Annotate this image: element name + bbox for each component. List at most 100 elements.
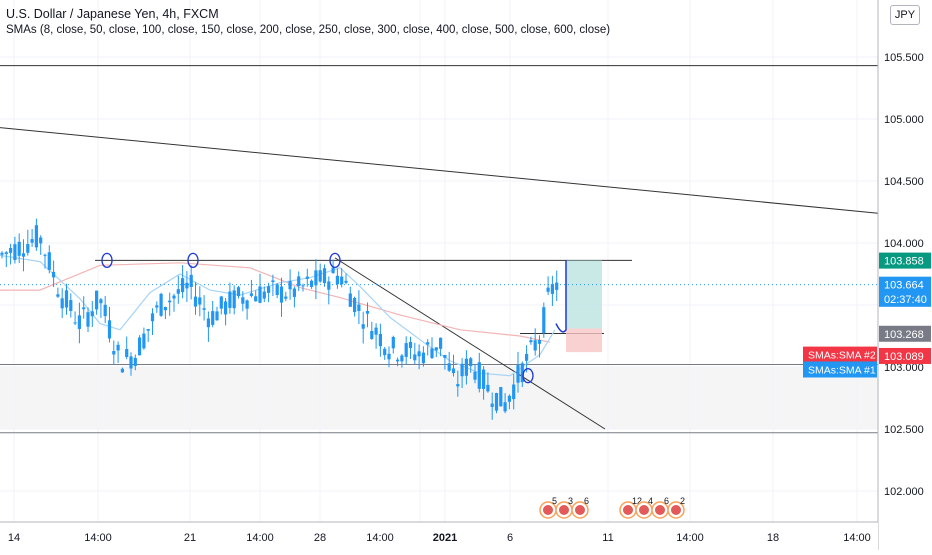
annotation-circle [187, 252, 199, 269]
price-label: 02:37:40 [884, 294, 927, 306]
price-label-bg [879, 325, 931, 342]
event-flag-dot [575, 505, 585, 515]
event-count: 12 [632, 496, 642, 506]
candle-body [267, 286, 271, 293]
candle-body [271, 280, 275, 283]
candle-body [219, 296, 223, 309]
event-count: 2 [680, 496, 685, 506]
candle-body [172, 295, 176, 299]
candle-body [56, 294, 60, 297]
candle-body [469, 358, 473, 367]
candle-body [443, 355, 447, 358]
candle-body [69, 300, 73, 311]
x-tick-label: 11 [602, 532, 613, 544]
x-tick-label: 14:00 [366, 532, 394, 544]
candle-body [284, 296, 288, 299]
candle-body [550, 284, 554, 294]
candle-body [335, 275, 339, 285]
price-label: 103.268 [884, 329, 924, 341]
candle-body [426, 342, 430, 345]
annotation-arrow [555, 260, 567, 333]
candle-body [77, 315, 81, 329]
candle-body [430, 348, 434, 358]
candle-body [357, 304, 361, 311]
time-axis-bg [0, 522, 878, 550]
candle-body [103, 304, 107, 317]
candle-body [107, 320, 112, 339]
candle-body [129, 356, 133, 369]
candle-body [327, 281, 331, 290]
candle-body [120, 368, 124, 373]
candle-body [499, 387, 503, 407]
candle-body [400, 355, 404, 362]
candle-body [482, 369, 486, 389]
x-tick-label: 28 [314, 532, 326, 544]
candle-body [206, 318, 210, 328]
candle-body [198, 297, 202, 305]
event-flag-dot [559, 505, 569, 515]
candle-body [249, 293, 253, 296]
y-tick-label: 102.500 [884, 424, 924, 436]
sma-label: SMAs:SMA #1 [808, 364, 876, 376]
candle-body [60, 298, 64, 309]
candle-body [9, 248, 13, 253]
trendline-long [0, 127, 879, 214]
candle-body [168, 300, 172, 303]
candle-body [146, 329, 150, 331]
candle-body [258, 286, 262, 303]
candle-body [17, 241, 21, 256]
candle-body [408, 342, 413, 348]
candle-body [348, 293, 352, 307]
candle-body [228, 291, 232, 308]
candle-body [279, 286, 284, 303]
candle-body [150, 313, 155, 322]
candle-body [262, 291, 266, 299]
candle-body [26, 244, 30, 253]
candle-body [193, 296, 198, 307]
candle-body [112, 351, 116, 355]
candle-body [288, 281, 292, 290]
candle-body [374, 327, 378, 335]
currency-button[interactable]: JPY [890, 5, 920, 25]
candle-body [64, 290, 69, 308]
candle-body [365, 311, 370, 314]
candle-body [163, 307, 167, 311]
candle-body [43, 254, 47, 256]
event-flag-dot [655, 505, 665, 515]
annotation-circle [522, 368, 534, 384]
candle-body [486, 384, 490, 392]
candle-body [344, 280, 348, 283]
candle-body [125, 349, 129, 357]
candle-body [90, 311, 94, 317]
candle-body [477, 362, 481, 389]
price-label: 103.664 [884, 280, 924, 292]
candle-body [86, 312, 90, 327]
x-tick-label: 14:00 [843, 532, 871, 544]
candle-body [434, 347, 438, 351]
candle-body [404, 343, 408, 357]
candle-body [292, 288, 296, 297]
candle-body [361, 324, 365, 329]
candle-body [383, 348, 387, 356]
candle-body [73, 322, 77, 324]
chart-title: U.S. Dollar / Japanese Yen, 4h, FXCM [6, 7, 219, 21]
candle-body [39, 237, 43, 244]
candle-body [314, 270, 318, 286]
candle-body [490, 403, 494, 407]
candle-body [537, 340, 542, 344]
candle-body [142, 333, 146, 349]
candle-body [447, 363, 451, 371]
candle-body [215, 311, 219, 321]
candle-body [370, 331, 374, 339]
candle-body [0, 252, 4, 255]
price-axis-bg [878, 0, 932, 550]
candle-body [47, 252, 51, 270]
price-label-bg [879, 276, 931, 293]
event-count: 3 [568, 496, 573, 506]
candle-body [52, 271, 56, 278]
sma-label-bg [803, 346, 877, 363]
price-label: 103.858 [884, 256, 924, 268]
candle-body [34, 225, 38, 248]
x-tick-label: 21 [184, 532, 196, 544]
